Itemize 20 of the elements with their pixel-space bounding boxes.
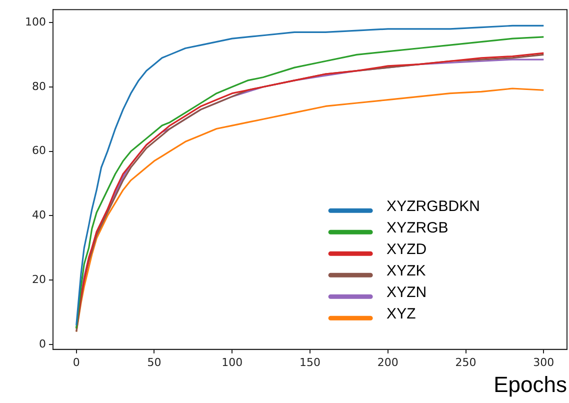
y-tick-label: 20 [32, 273, 46, 286]
y-tick-label: 80 [32, 80, 46, 93]
legend-label: XYZRGB [386, 219, 448, 236]
x-tick-label: 150 [300, 356, 320, 369]
y-tick-label: 40 [32, 208, 46, 222]
x-tick-label: 250 [455, 356, 476, 369]
x-tick-label: 200 [377, 356, 398, 369]
y-tick-label: 0 [38, 337, 46, 350]
x-tick-label: 0 [72, 356, 80, 369]
legend-label: XYZN [386, 284, 427, 301]
legend-label: XYZD [386, 240, 427, 258]
x-tick-label: 100 [222, 356, 243, 369]
y-tick-label: 60 [32, 144, 46, 158]
legend-label: XYZRGBDKN [386, 198, 480, 215]
legend-label: XYZ [386, 305, 416, 322]
legend-label: XYZK [386, 262, 426, 280]
x-axis-title: Epochs [494, 372, 567, 397]
x-tick-label: 300 [533, 356, 554, 369]
y-tick-label: 100 [24, 15, 46, 28]
x-tick-label: 50 [147, 356, 162, 369]
